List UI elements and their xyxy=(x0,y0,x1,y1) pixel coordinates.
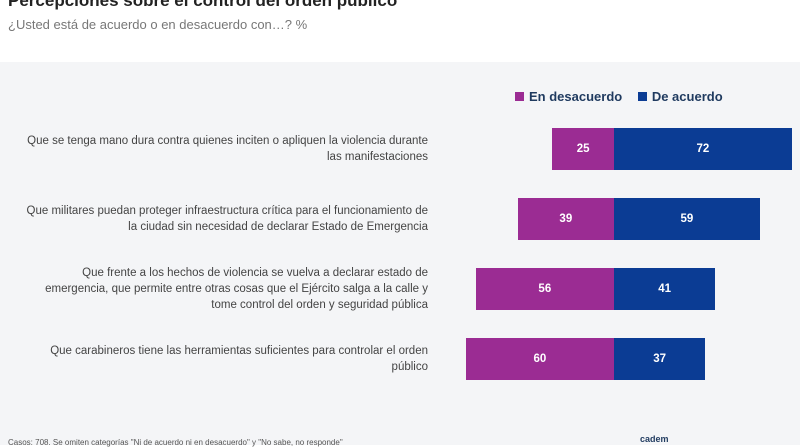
legend-item-acuerdo: De acuerdo xyxy=(637,89,723,104)
chart-subtitle: ¿Usted está de acuerdo o en desacuerdo c… xyxy=(8,17,308,32)
data-label-acuerdo: 41 xyxy=(658,283,672,295)
bar-acuerdo: 72 xyxy=(614,128,792,170)
legend: En desacuerdo De acuerdo xyxy=(515,89,735,104)
data-label-acuerdo: 59 xyxy=(680,213,694,225)
bar-desacuerdo: 60 xyxy=(465,338,614,380)
footer-note: Casos: 708. Se omiten categorías "Ni de … xyxy=(8,438,343,447)
legend-item-desacuerdo: En desacuerdo xyxy=(515,89,622,104)
legend-swatch-desacuerdo xyxy=(515,92,524,101)
header: Percepciones sobre el control del orden … xyxy=(0,0,800,62)
chart-title: Percepciones sobre el control del orden … xyxy=(8,0,398,10)
brand-logo: cadem xyxy=(640,434,669,444)
row-label: Que carabineros tiene las herramientas s… xyxy=(50,345,428,373)
data-label-desacuerdo: 60 xyxy=(533,353,547,365)
bar-desacuerdo: 25 xyxy=(552,128,614,170)
data-label-acuerdo: 37 xyxy=(653,353,667,365)
bar-acuerdo: 59 xyxy=(614,198,760,240)
bar-desacuerdo: 39 xyxy=(517,198,614,240)
data-label-desacuerdo: 56 xyxy=(538,283,552,295)
chart-panel xyxy=(0,62,800,445)
legend-label-acuerdo: De acuerdo xyxy=(651,89,723,104)
bar-desacuerdo: 56 xyxy=(475,268,614,310)
legend-label-desacuerdo: En desacuerdo xyxy=(529,89,623,104)
row-label: Que se tenga mano dura contra quienes in… xyxy=(27,135,428,163)
bar-acuerdo: 41 xyxy=(614,268,716,310)
legend-swatch-acuerdo xyxy=(637,92,647,101)
row-label: Que frente a los hechos de violencia se … xyxy=(45,267,428,311)
bar-acuerdo: 37 xyxy=(614,338,706,380)
data-label-desacuerdo: 25 xyxy=(576,143,590,155)
data-label-desacuerdo: 39 xyxy=(559,213,573,225)
row-label: Que militares puedan proteger infraestru… xyxy=(26,205,428,233)
data-label-acuerdo: 72 xyxy=(696,143,710,155)
